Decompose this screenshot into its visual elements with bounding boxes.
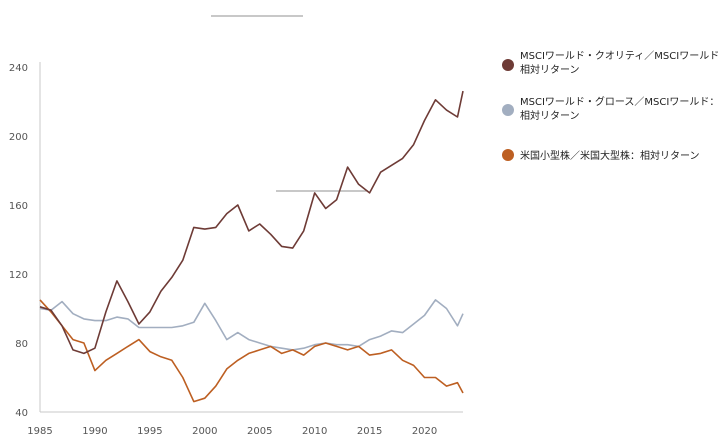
y-tick-label: 120 <box>9 270 28 281</box>
x-tick-label: 2020 <box>412 426 437 437</box>
legend-entry-growth: MSCIワールド・グロース／MSCIワールド： 相対リターン <box>502 95 719 122</box>
legend-label-quality-line2: 相対リターン <box>520 63 580 76</box>
series-lines <box>39 90 464 403</box>
y-tick-label: 200 <box>9 132 28 143</box>
legend-label-growth-line1: MSCIワールド・グロース／MSCIワールド： <box>520 95 719 108</box>
legend-marker-growth <box>502 104 514 116</box>
series-line-growth <box>39 299 464 351</box>
x-tick-label: 2005 <box>247 426 272 437</box>
legend-label-quality-line1: MSCIワールド・クオリティ／MSCIワールド： <box>520 50 721 62</box>
x-tick-label: 2000 <box>192 426 217 437</box>
x-tick-label: 1990 <box>82 426 107 437</box>
x-tick-label: 1985 <box>27 426 52 437</box>
legend: MSCIワールド・クオリティ／MSCIワールド： 相対リターン MSCIワールド… <box>502 50 721 162</box>
legend-marker-smallcap <box>502 149 514 161</box>
y-tick-label: 80 <box>15 339 28 350</box>
y-tick-label: 40 <box>15 408 28 419</box>
legend-label-growth-line2: 相対リターン <box>520 109 580 122</box>
x-tick-labels: 1985 1990 1995 2000 2005 2010 2015 2020 <box>27 426 437 437</box>
legend-marker-quality <box>502 59 514 71</box>
y-tick-label: 240 <box>9 63 28 74</box>
y-tick-labels: 40 80 120 160 200 240 <box>9 63 28 419</box>
x-tick-label: 2010 <box>302 426 327 437</box>
legend-entry-quality: MSCIワールド・クオリティ／MSCIワールド： 相対リターン <box>502 50 721 76</box>
series-line-quality <box>39 90 464 355</box>
x-tick-label: 2015 <box>357 426 382 437</box>
legend-entry-smallcap: 米国小型株／米国大型株：相対リターン <box>502 149 700 162</box>
x-tick-label: 1995 <box>137 426 162 437</box>
legend-label-smallcap: 米国小型株／米国大型株：相対リターン <box>520 149 700 162</box>
y-tick-label: 160 <box>9 201 28 212</box>
series-line-smallcap <box>39 299 464 403</box>
